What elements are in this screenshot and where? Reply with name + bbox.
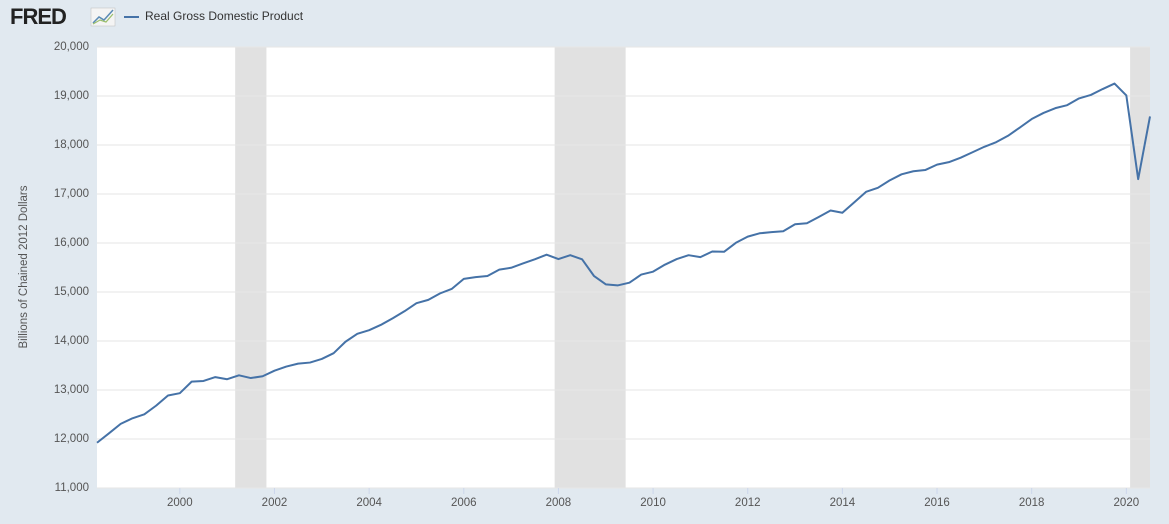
y-tick-label: 15,000 <box>54 286 89 298</box>
data-line <box>96 82 1151 444</box>
x-tick-label: 2018 <box>1019 497 1045 509</box>
y-tick-label: 18,000 <box>54 139 89 151</box>
y-axis-label: Billions of Chained 2012 Dollars <box>18 185 30 348</box>
x-tick-label: 2006 <box>451 497 477 509</box>
x-tick-label: 2008 <box>546 497 572 509</box>
x-tick-label: 2012 <box>735 497 761 509</box>
x-tick-label: 2002 <box>262 497 288 509</box>
logo: FRED <box>10 4 66 29</box>
x-tick-label: 2014 <box>830 497 856 509</box>
recession-band <box>1130 47 1150 488</box>
y-tick-label: 19,000 <box>54 90 89 102</box>
y-tick-label: 11,000 <box>55 482 89 494</box>
legend-label: Real Gross Domestic Product <box>145 9 304 23</box>
x-tick-label: 2004 <box>356 497 382 509</box>
x-tick-label: 2000 <box>167 497 193 509</box>
y-tick-label: 12,000 <box>54 433 89 445</box>
y-tick-label: 17,000 <box>54 188 89 200</box>
logo-icon <box>90 7 116 27</box>
x-tick-label: 2020 <box>1114 497 1140 509</box>
y-tick-label: 16,000 <box>54 237 89 249</box>
x-tick-label: 2010 <box>640 497 666 509</box>
x-tick-label: 2016 <box>924 497 950 509</box>
y-tick-label: 13,000 <box>54 384 89 396</box>
y-tick-label: 20,000 <box>54 41 89 53</box>
y-tick-label: 14,000 <box>54 335 89 347</box>
recession-band <box>554 47 626 488</box>
recession-band <box>235 47 267 488</box>
